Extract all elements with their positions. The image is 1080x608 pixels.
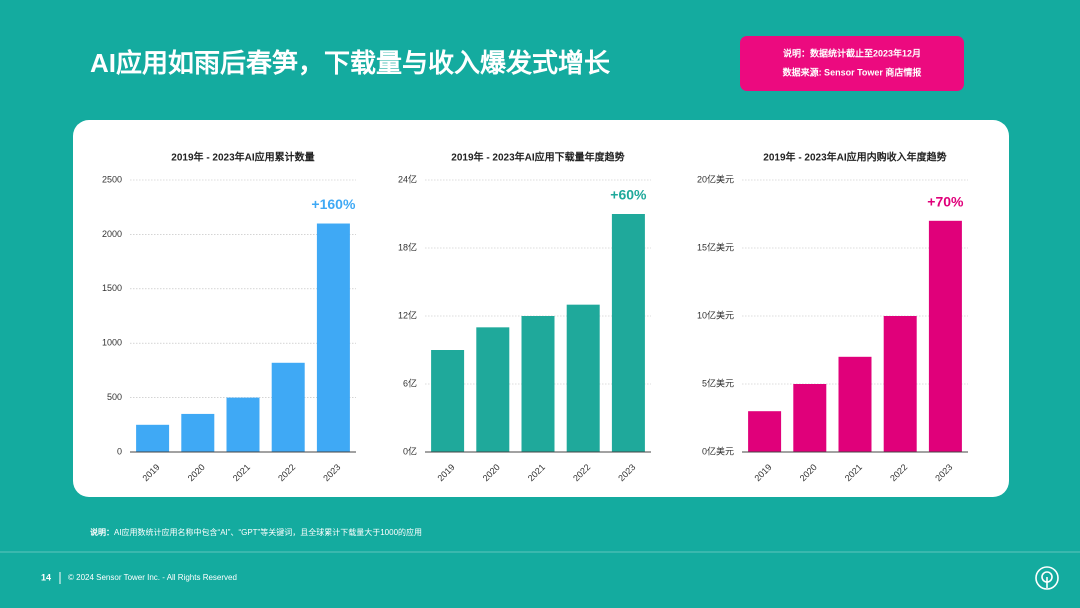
bar (181, 413, 215, 452)
bar (316, 223, 350, 452)
bar (136, 424, 170, 452)
y-tick-label: 1500 (102, 283, 122, 293)
slide-title: AI应用如雨后春笋，下载量与收入爆发式增长 (90, 48, 611, 78)
y-tick-label: 0亿 (403, 445, 417, 456)
info-line: 数据来源: Sensor Tower 商店情报 (783, 66, 922, 77)
bar (928, 220, 962, 452)
y-tick-label: 24亿 (398, 173, 417, 184)
chart-card (73, 120, 1009, 497)
y-tick-label: 2000 (102, 229, 122, 239)
annotation: +60% (610, 187, 647, 203)
y-tick-label: 15亿美元 (697, 241, 734, 252)
bar (271, 362, 305, 452)
y-tick-label: 5亿美元 (702, 377, 734, 388)
bar (793, 384, 827, 452)
bar (883, 316, 917, 452)
bar (748, 411, 782, 452)
y-tick-label: 10亿美元 (697, 309, 734, 320)
footnote-label: 说明： (90, 527, 114, 537)
copyright: © 2024 Sensor Tower Inc. - All Rights Re… (68, 573, 237, 582)
annotation: +70% (927, 194, 964, 210)
y-tick-label: 20亿美元 (697, 173, 734, 184)
annotation: +160% (311, 196, 356, 212)
footnote-text: AI应用数统计应用名称中包含“AI”、“GPT”等关键词，且全球累计下载量大于1… (114, 527, 422, 537)
chart-title: 2019年 - 2023年AI应用内购收入年度趋势 (763, 151, 946, 164)
y-tick-label: 0 (117, 446, 122, 456)
bar (566, 304, 600, 452)
bar (476, 327, 510, 452)
info-line: 说明：数据统计截止至2023年12月 (783, 47, 921, 58)
info-box (740, 36, 964, 91)
chart-title: 2019年 - 2023年AI应用下载量年度趋势 (451, 151, 624, 164)
bar (611, 214, 645, 452)
y-tick-label: 6亿 (403, 377, 417, 388)
y-tick-label: 0亿美元 (702, 445, 734, 456)
y-tick-label: 2500 (102, 174, 122, 184)
bar (431, 350, 465, 452)
bar (521, 316, 555, 452)
chart-title: 2019年 - 2023年AI应用累计数量 (171, 151, 314, 164)
bar (838, 356, 872, 452)
y-tick-label: 12亿 (398, 309, 417, 320)
logo (1035, 566, 1059, 590)
bar (226, 397, 260, 452)
y-tick-label: 1000 (102, 338, 122, 348)
page-number: 14 (41, 572, 51, 582)
y-tick-label: 18亿 (398, 241, 417, 252)
y-tick-label: 500 (107, 392, 122, 402)
